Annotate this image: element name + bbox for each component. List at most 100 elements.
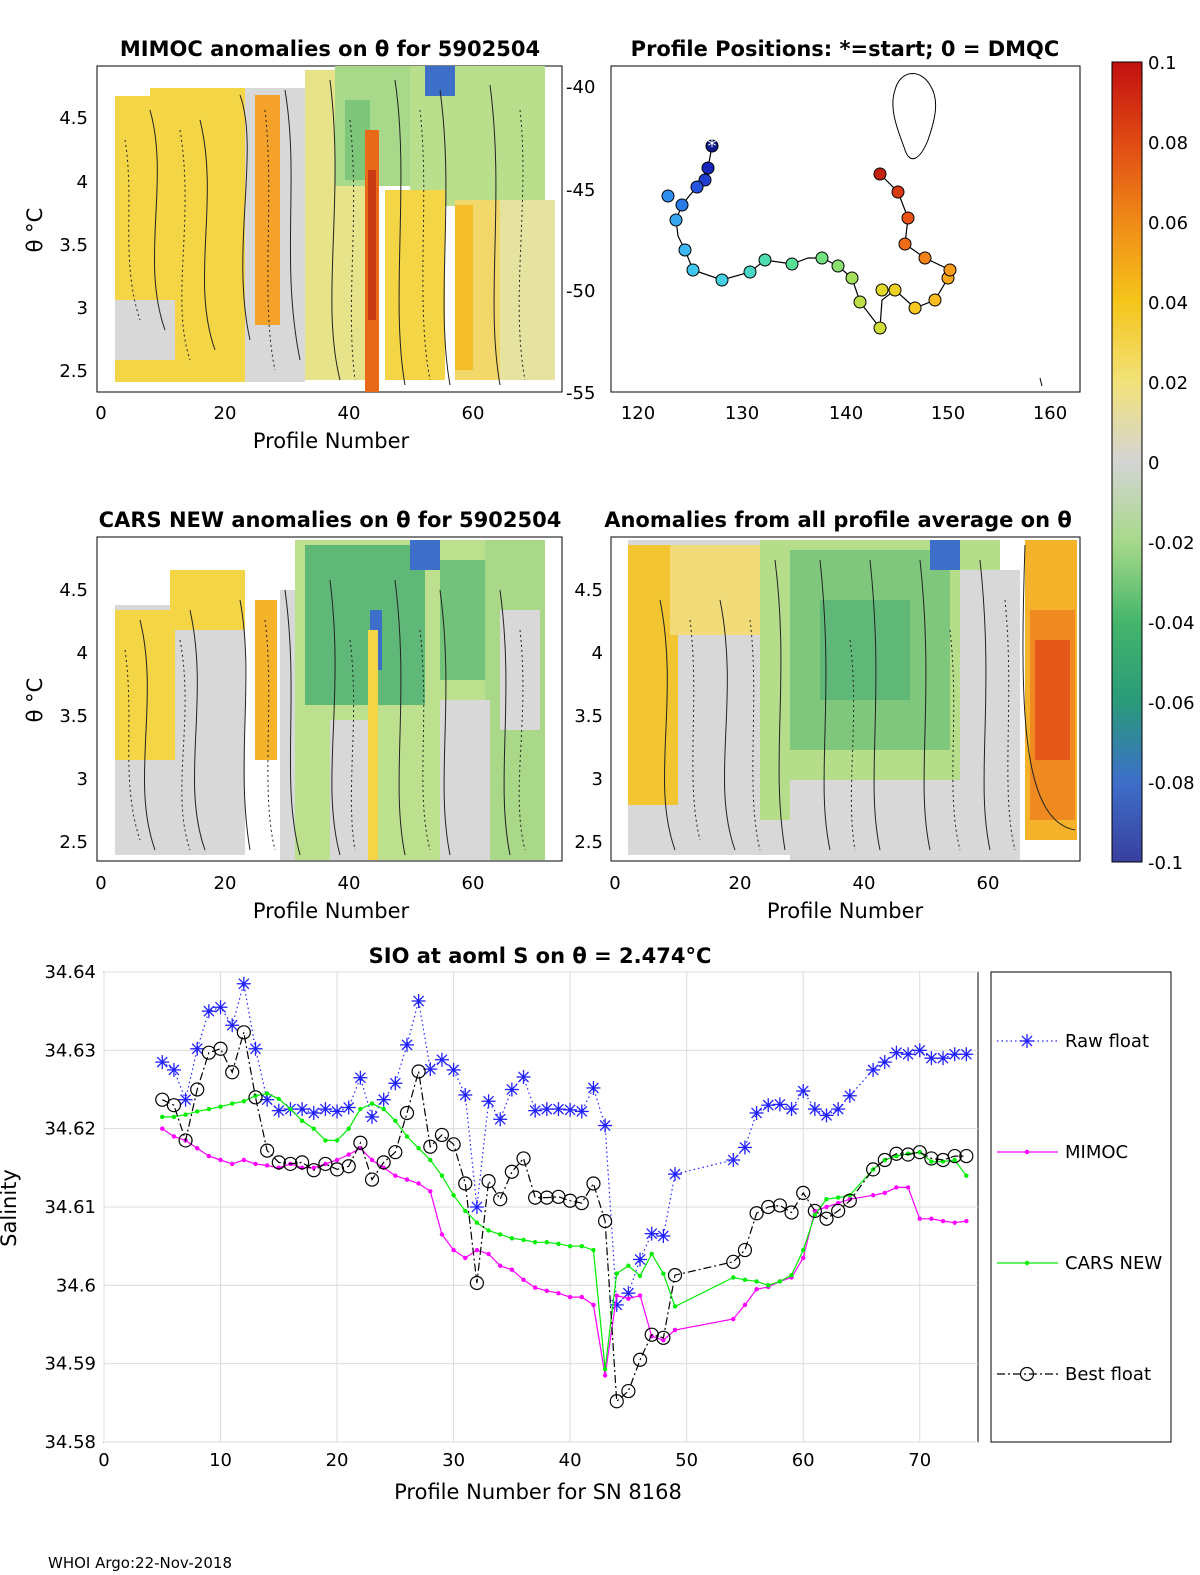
data-point bbox=[831, 1203, 846, 1219]
data-point bbox=[761, 1199, 776, 1215]
data-point bbox=[353, 1135, 368, 1150]
data-point bbox=[731, 1316, 736, 1322]
y-tick-label: 34.62 bbox=[44, 1119, 96, 1140]
y-tick-label: 34.64 bbox=[44, 962, 96, 983]
data-point bbox=[796, 1185, 811, 1201]
data-point bbox=[567, 1243, 573, 1249]
data-point bbox=[889, 1146, 904, 1161]
data-point bbox=[532, 1240, 538, 1245]
data-point bbox=[160, 1126, 165, 1131]
data-point bbox=[236, 1025, 251, 1040]
mimoc-panel: MIMOC anomalies on θ for 5902504 4.5 4 bbox=[23, 37, 595, 453]
data-point bbox=[847, 1196, 853, 1202]
data-point bbox=[870, 1193, 876, 1198]
cars-ytick: 3.5 bbox=[59, 706, 88, 727]
data-point bbox=[393, 1118, 398, 1124]
cars-panel: CARS NEW anomalies on θ for 5902504 4.5 … bbox=[23, 508, 563, 923]
data-point bbox=[451, 1193, 456, 1198]
data-point bbox=[901, 1047, 916, 1062]
data-point bbox=[225, 1018, 240, 1033]
colorbar-tick: -0.06 bbox=[1148, 693, 1195, 714]
colorbar-tick: 0.08 bbox=[1148, 133, 1188, 154]
mimoc-xtick: 40 bbox=[338, 403, 361, 424]
data-point bbox=[411, 993, 426, 1008]
track-markers bbox=[661, 139, 957, 335]
data-point bbox=[726, 1254, 741, 1269]
data-point bbox=[737, 1242, 753, 1258]
data-point bbox=[626, 1296, 631, 1301]
data-point bbox=[195, 1146, 200, 1151]
data-point bbox=[353, 1070, 368, 1085]
data-point bbox=[521, 1237, 526, 1243]
data-point bbox=[556, 1290, 561, 1296]
mimoc-rtick: -50 bbox=[566, 281, 595, 302]
series-best-float bbox=[155, 1025, 974, 1409]
mimoc-xlabel: Profile Number bbox=[253, 429, 410, 453]
data-point bbox=[667, 1268, 683, 1283]
data-point bbox=[253, 1161, 258, 1167]
data-point bbox=[924, 1151, 939, 1166]
data-point bbox=[563, 1193, 578, 1208]
data-point bbox=[644, 1226, 659, 1241]
data-point bbox=[877, 1152, 892, 1168]
mimoc-title: MIMOC anomalies on θ for 5902504 bbox=[120, 37, 540, 61]
data-point bbox=[964, 1218, 969, 1224]
data-point bbox=[323, 1161, 328, 1167]
data-point bbox=[311, 1126, 316, 1131]
data-point bbox=[539, 1102, 554, 1117]
data-point bbox=[504, 1164, 519, 1179]
data-point bbox=[201, 1004, 216, 1019]
data-point bbox=[556, 1241, 561, 1247]
colorbar-tick: 0.1 bbox=[1148, 53, 1177, 74]
cars-heatmap bbox=[115, 540, 545, 860]
allavg-x-ticks: 0 20 40 60 bbox=[609, 873, 999, 894]
data-point bbox=[737, 1140, 752, 1155]
data-point bbox=[831, 1102, 846, 1117]
legend-label: Raw float bbox=[1065, 1031, 1149, 1052]
data-point bbox=[812, 1212, 818, 1218]
data-point bbox=[894, 1185, 899, 1190]
data-point bbox=[574, 1104, 589, 1119]
data-point bbox=[195, 1109, 200, 1114]
data-point bbox=[229, 1161, 235, 1167]
allavg-y-ticks: 4.5 4 3.5 3 2.5 bbox=[574, 580, 603, 853]
data-point bbox=[236, 976, 251, 991]
colorbar-tick: 0 bbox=[1148, 453, 1159, 474]
data-point bbox=[579, 1243, 584, 1249]
data-point bbox=[807, 1102, 822, 1117]
data-point bbox=[399, 1105, 415, 1121]
mimoc-ytick: 2.5 bbox=[59, 361, 88, 382]
data-point bbox=[330, 1104, 345, 1119]
mimoc-ytick: 3 bbox=[77, 298, 88, 319]
data-point bbox=[672, 1327, 678, 1333]
x-tick-label: 0 bbox=[98, 1450, 109, 1471]
chart-legend: Raw float MIMOC CARS NEW Best float bbox=[990, 971, 1172, 1443]
data-point bbox=[334, 1157, 340, 1163]
data-point bbox=[381, 1106, 386, 1112]
data-point bbox=[446, 1137, 461, 1152]
mimoc-right-ticks: -40 -45 -50 -55 bbox=[566, 77, 595, 404]
data-point bbox=[905, 1185, 911, 1190]
cars-xtick: 0 bbox=[95, 873, 106, 894]
data-point bbox=[835, 1195, 841, 1200]
y-tick-label: 34.6 bbox=[56, 1275, 96, 1296]
data-point bbox=[469, 1275, 485, 1291]
cars-ytick: 4 bbox=[77, 643, 88, 664]
data-point bbox=[574, 1195, 589, 1211]
data-point bbox=[621, 1383, 636, 1399]
data-point bbox=[463, 1255, 468, 1261]
data-point bbox=[241, 1099, 247, 1104]
data-point bbox=[248, 1090, 263, 1105]
data-point bbox=[528, 1103, 543, 1118]
cars-ytick: 2.5 bbox=[59, 832, 88, 853]
data-point bbox=[264, 1163, 270, 1168]
data-point bbox=[416, 1181, 421, 1186]
data-point bbox=[824, 1204, 829, 1210]
data-point bbox=[474, 1220, 480, 1225]
data-point bbox=[602, 1366, 608, 1372]
data-point bbox=[661, 1337, 666, 1343]
data-point bbox=[929, 1159, 934, 1164]
allavg-panel: Anomalies from all profile average on θ … bbox=[574, 508, 1081, 923]
data-point bbox=[183, 1112, 188, 1117]
x-tick-label: 60 bbox=[792, 1450, 815, 1471]
